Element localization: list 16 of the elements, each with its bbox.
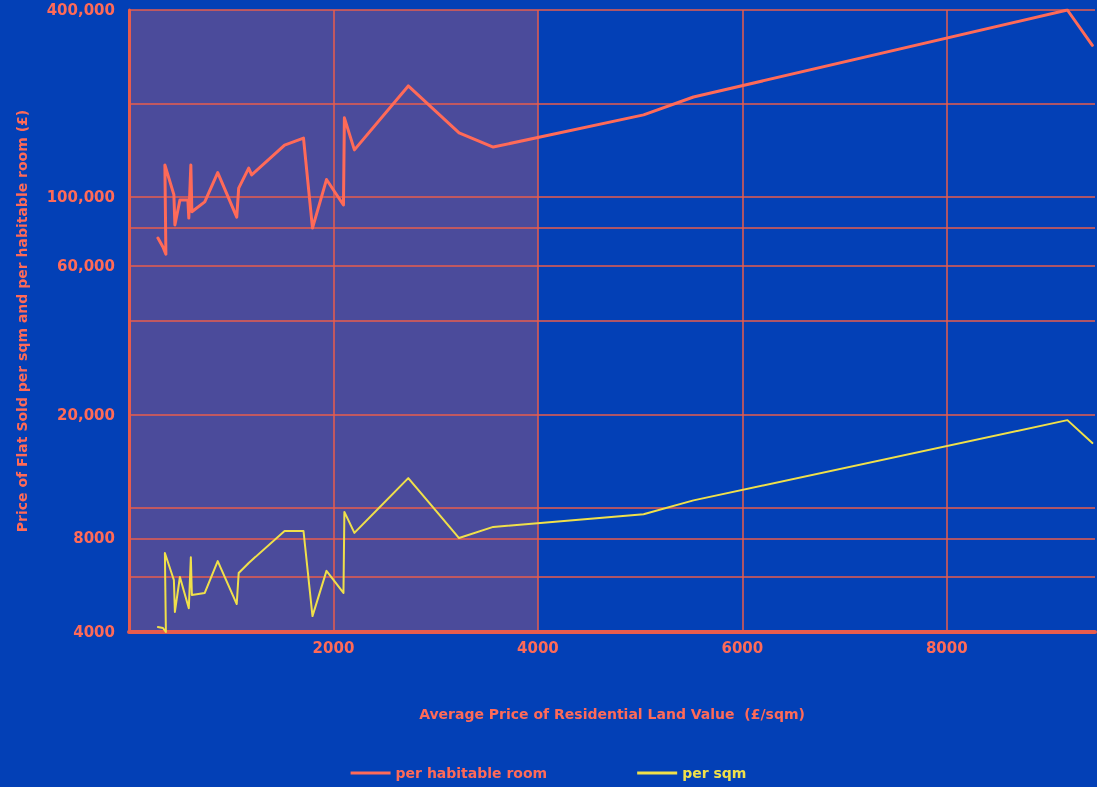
y-tick-label: 20,000 — [57, 405, 115, 424]
y-axis-title: Price of Flat Sold per sqm and per habitable room (£) — [14, 109, 30, 533]
x-tick-label: 6000 — [721, 638, 764, 657]
x-tick-label: 8000 — [925, 638, 968, 657]
y-tick-label: 400,000 — [46, 1, 115, 19]
y-tick-label: 100,000 — [46, 188, 115, 207]
x-axis-title: Average Price of Residential Land Value (£/sqm) — [419, 706, 805, 722]
y-tick-label: 4000 — [73, 623, 115, 641]
y-tick-label: 60,000 — [57, 257, 115, 276]
line-series — [156, 419, 1094, 633]
line-series — [156, 8, 1094, 256]
y-tick-label: 8000 — [73, 529, 115, 548]
x-tick-label: 4000 — [517, 638, 559, 657]
legend-label: per sqm — [682, 765, 747, 781]
legend-label: per habitable room — [395, 765, 548, 781]
x-tick-label: 2000 — [312, 638, 355, 657]
